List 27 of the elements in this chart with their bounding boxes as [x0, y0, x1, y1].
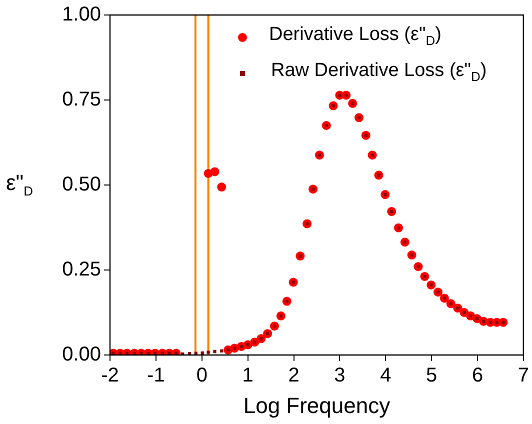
y-tick-label: 1.00: [62, 4, 101, 26]
point: [217, 182, 226, 192]
x-tick-label: 6: [472, 364, 484, 387]
y-tick-label: 0.25: [62, 258, 101, 281]
point: [220, 349, 224, 352]
point: [206, 350, 210, 354]
legend-label: Derivative Loss (ε"$_{D}$): [269, 23, 442, 50]
x-tick-label: 5: [426, 364, 438, 387]
legend-label: Raw Derivative Loss (ε"$_{D}$): [271, 58, 487, 86]
y-axis-title: ε"$_{D}$: [6, 170, 34, 198]
x-tick-label: 2: [288, 364, 300, 387]
x-tick-label: -1: [147, 364, 165, 387]
x-tick-label: 4: [380, 364, 392, 387]
point: [213, 350, 216, 354]
point: [210, 167, 220, 176]
x-tick-label: -2: [101, 364, 119, 387]
x-tick-label: 3: [334, 364, 346, 387]
point: [200, 351, 204, 355]
point: [112, 352, 115, 355]
x-tick-label: 0: [196, 364, 208, 387]
x-tick-label: 1: [242, 364, 254, 387]
point: [194, 352, 198, 355]
y-tick-label: 0.50: [62, 174, 101, 196]
x-axis-title: Log Frequency: [243, 392, 390, 418]
y-tick-label: 0.75: [62, 88, 101, 111]
y-tick-label: 0.00: [62, 344, 101, 366]
x-tick-label: 7: [518, 364, 529, 387]
